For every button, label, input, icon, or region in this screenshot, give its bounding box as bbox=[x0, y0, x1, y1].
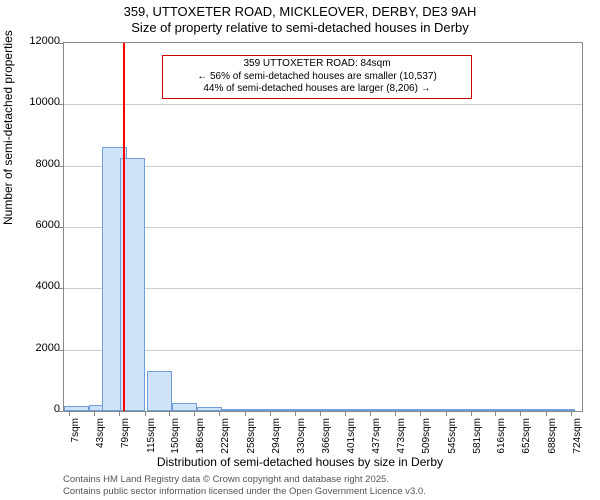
x-tick-mark bbox=[471, 411, 472, 416]
x-tick-label: 222sqm bbox=[220, 418, 231, 458]
annotation-line: ← 56% of semi-detached houses are smalle… bbox=[167, 71, 467, 84]
y-tick-label: 2000 bbox=[5, 342, 60, 354]
x-tick-label: 330sqm bbox=[296, 418, 307, 458]
x-tick-mark bbox=[145, 411, 146, 416]
x-tick-label: 366sqm bbox=[321, 418, 332, 458]
x-tick-mark bbox=[495, 411, 496, 416]
plot-area: 359 UTTOXETER ROAD: 84sqm← 56% of semi-d… bbox=[63, 42, 583, 412]
x-tick-label: 509sqm bbox=[421, 418, 432, 458]
histogram-bar bbox=[147, 371, 172, 411]
x-tick-label: 258sqm bbox=[246, 418, 257, 458]
histogram-bar bbox=[64, 406, 89, 411]
x-tick-label: 437sqm bbox=[371, 418, 382, 458]
x-tick-mark bbox=[295, 411, 296, 416]
x-tick-label: 115sqm bbox=[146, 418, 157, 458]
x-tick-label: 401sqm bbox=[346, 418, 357, 458]
x-tick-label: 79sqm bbox=[120, 418, 131, 458]
marker-line bbox=[123, 43, 125, 411]
x-tick-mark bbox=[320, 411, 321, 416]
x-tick-label: 186sqm bbox=[195, 418, 206, 458]
y-tick-label: 12000 bbox=[5, 35, 60, 47]
x-tick-mark bbox=[194, 411, 195, 416]
y-tick-label: 0 bbox=[5, 403, 60, 415]
x-tick-label: 473sqm bbox=[396, 418, 407, 458]
x-tick-mark bbox=[520, 411, 521, 416]
x-tick-mark bbox=[270, 411, 271, 416]
x-tick-mark bbox=[219, 411, 220, 416]
chart-title-line2: Size of property relative to semi-detach… bbox=[0, 20, 600, 35]
x-tick-label: 7sqm bbox=[70, 418, 81, 458]
x-tick-mark bbox=[546, 411, 547, 416]
x-tick-label: 616sqm bbox=[496, 418, 507, 458]
x-tick-mark bbox=[345, 411, 346, 416]
x-tick-mark bbox=[169, 411, 170, 416]
x-tick-label: 294sqm bbox=[271, 418, 282, 458]
y-tick-label: 8000 bbox=[5, 158, 60, 170]
x-tick-mark bbox=[245, 411, 246, 416]
x-tick-mark bbox=[69, 411, 70, 416]
x-tick-mark bbox=[446, 411, 447, 416]
x-tick-mark bbox=[420, 411, 421, 416]
x-tick-mark bbox=[119, 411, 120, 416]
x-tick-label: 545sqm bbox=[447, 418, 458, 458]
y-tick-label: 6000 bbox=[5, 219, 60, 231]
histogram-bar bbox=[172, 403, 197, 411]
footnote-1: Contains HM Land Registry data © Crown c… bbox=[63, 474, 389, 485]
x-tick-label: 43sqm bbox=[95, 418, 106, 458]
footnote-2: Contains public sector information licen… bbox=[63, 486, 426, 497]
histogram-bar bbox=[273, 409, 298, 411]
x-tick-mark bbox=[370, 411, 371, 416]
x-tick-label: 724sqm bbox=[572, 418, 583, 458]
y-tick-label: 4000 bbox=[5, 280, 60, 292]
annotation-line: 44% of semi-detached houses are larger (… bbox=[167, 83, 467, 96]
annotation-box: 359 UTTOXETER ROAD: 84sqm← 56% of semi-d… bbox=[162, 55, 472, 99]
chart-container: 359, UTTOXETER ROAD, MICKLEOVER, DERBY, … bbox=[0, 0, 600, 500]
histogram-bar bbox=[222, 409, 247, 411]
x-tick-label: 652sqm bbox=[521, 418, 532, 458]
x-tick-mark bbox=[395, 411, 396, 416]
x-tick-label: 150sqm bbox=[170, 418, 181, 458]
gridline bbox=[64, 104, 582, 105]
chart-title-line1: 359, UTTOXETER ROAD, MICKLEOVER, DERBY, … bbox=[0, 4, 600, 19]
x-tick-label: 581sqm bbox=[472, 418, 483, 458]
y-axis-label: Number of semi-detached properties bbox=[1, 30, 15, 225]
x-tick-label: 688sqm bbox=[547, 418, 558, 458]
x-tick-mark bbox=[571, 411, 572, 416]
annotation-line: 359 UTTOXETER ROAD: 84sqm bbox=[167, 58, 467, 71]
x-tick-mark bbox=[94, 411, 95, 416]
y-tick-label: 10000 bbox=[5, 96, 60, 108]
histogram-bar bbox=[247, 409, 272, 411]
